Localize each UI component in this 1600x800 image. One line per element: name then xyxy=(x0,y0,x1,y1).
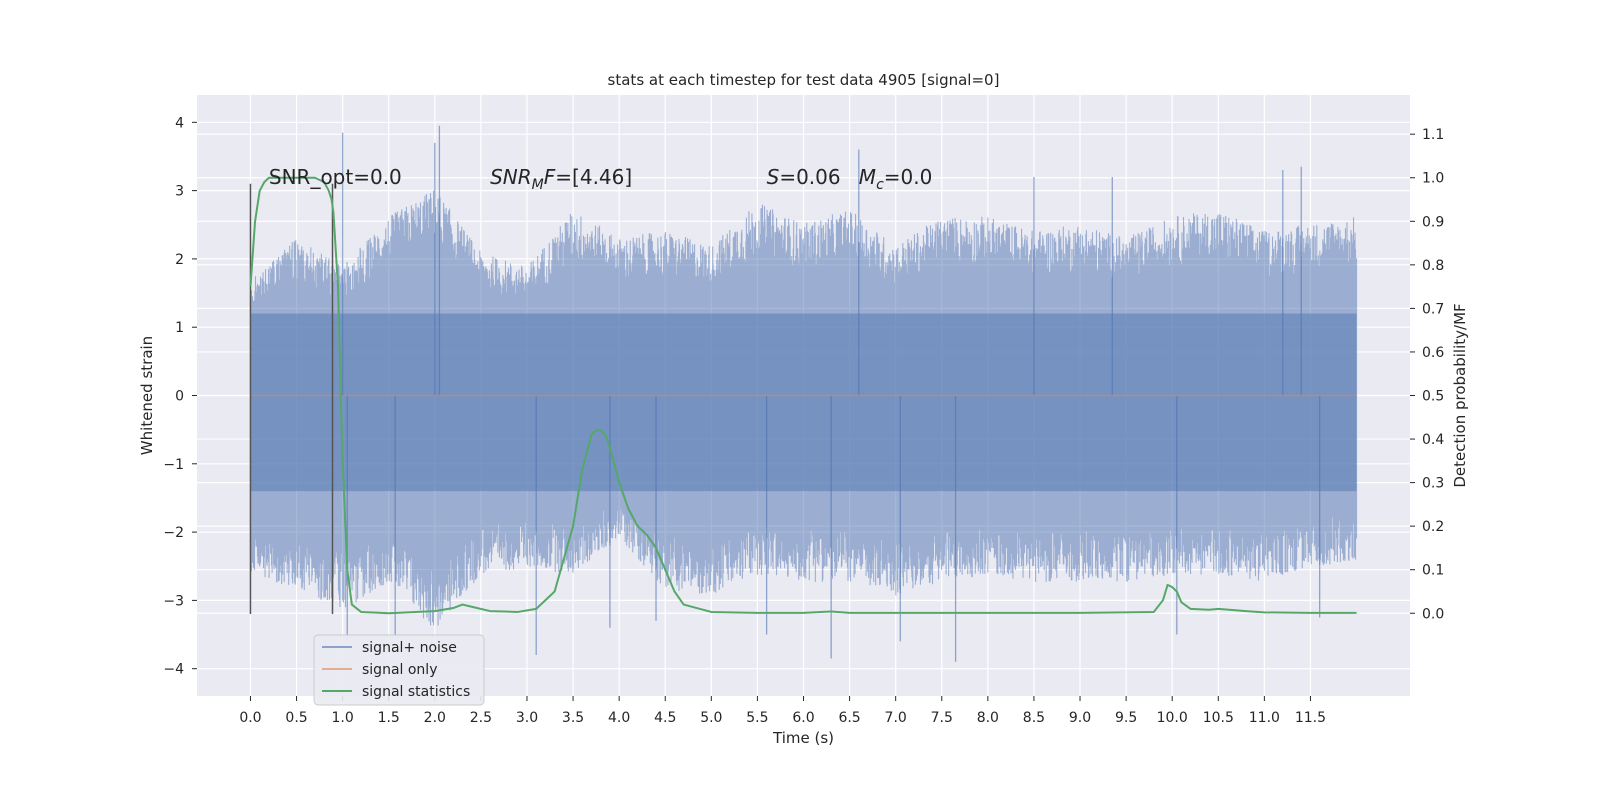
legend-box xyxy=(313,634,485,706)
y2-tick-label: 0.8 xyxy=(1422,258,1444,274)
y-tick-label: 3 xyxy=(175,184,184,200)
noise-core-band xyxy=(250,313,1357,492)
y2-tick-label: 1.0 xyxy=(1422,171,1444,187)
x-tick-label: 7.5 xyxy=(931,710,953,726)
x-tick-label: 5.5 xyxy=(746,710,768,726)
legend: signal+ noise signal only signal statistic… xyxy=(313,634,485,706)
y2-tick-label: 0.1 xyxy=(1422,563,1444,579)
y2-tick-label: 0.5 xyxy=(1422,389,1444,405)
y2-tick-label: 0.4 xyxy=(1422,432,1444,448)
y-axis-label: Whitened strain xyxy=(138,336,156,455)
y-tick-label: 1 xyxy=(175,320,184,336)
x-tick-label: 3.0 xyxy=(516,710,538,726)
signal-noise-series xyxy=(249,125,1358,662)
x-tick-label: 6.0 xyxy=(792,710,814,726)
x-tick-label: 11.0 xyxy=(1249,710,1280,726)
y-tick-label: −4 xyxy=(163,662,184,678)
legend-label: signal only xyxy=(362,662,437,678)
y2-tick-label: 0.9 xyxy=(1422,214,1444,230)
legend-label: signal+ noise xyxy=(362,640,457,656)
x-tick-label: 9.0 xyxy=(1069,710,1091,726)
snr-mf-annotation: SNRMF=[4.46] xyxy=(490,165,632,193)
x-tick-label: 10.5 xyxy=(1203,710,1234,726)
x-tick-label: 8.0 xyxy=(977,710,999,726)
x-tick-label: 0.5 xyxy=(285,710,307,726)
signal-statistics-series xyxy=(249,176,1357,615)
annotations: SNR_opt=0.0 SNRMF=[4.46] S=0.06 Mc=0.0 xyxy=(269,165,932,193)
x-tick-label: 0.0 xyxy=(239,710,261,726)
y2-tick-label: 0.6 xyxy=(1422,345,1444,361)
y2-tick-label: 0.7 xyxy=(1422,301,1444,317)
x-tick-label: 5.0 xyxy=(700,710,722,726)
axis-ticks: 0.0 0.5 1.0 1.5 2.0 2.5 3.0 3.5 4.0 4.5 5.0 5.5 6.0 6… xyxy=(163,115,1444,726)
y2-axis-label: Detection probability/MF xyxy=(1451,303,1469,487)
y-tick-label: 4 xyxy=(175,115,184,131)
signal-statistics-line xyxy=(249,176,1357,615)
y-tick-label: −3 xyxy=(163,593,184,609)
s-annotation: S=0.06 xyxy=(767,165,841,189)
y-tick-label: 0 xyxy=(175,389,184,405)
event-markers xyxy=(249,183,334,615)
snr-opt-annotation: SNR_opt=0.0 xyxy=(269,165,402,189)
x-tick-label: 8.5 xyxy=(1023,710,1045,726)
x-tick-label: 3.5 xyxy=(562,710,584,726)
x-tick-label: 4.5 xyxy=(654,710,676,726)
mc-annotation: Mc=0.0 xyxy=(859,165,933,193)
y-tick-label: −1 xyxy=(163,457,184,473)
x-tick-label: 4.0 xyxy=(608,710,630,726)
x-tick-label: 1.5 xyxy=(378,710,400,726)
y2-tick-label: 0.0 xyxy=(1422,606,1444,622)
y2-tick-label: 1.1 xyxy=(1422,127,1444,143)
legend-label: signal statistics xyxy=(362,684,470,700)
x-tick-label: 9.5 xyxy=(1115,710,1137,726)
y2-tick-label: 0.3 xyxy=(1422,476,1444,492)
x-tick-label: 11.5 xyxy=(1295,710,1326,726)
x-tick-label: 10.0 xyxy=(1157,710,1188,726)
x-tick-label: 6.5 xyxy=(838,710,860,726)
x-tick-label: 7.0 xyxy=(885,710,907,726)
x-tick-label: 1.0 xyxy=(332,710,354,726)
y-tick-label: −2 xyxy=(163,525,184,541)
x-axis-label: Time (s) xyxy=(772,729,834,747)
y2-tick-label: 0.2 xyxy=(1422,519,1444,535)
chart-title: stats at each timestep for test data 490… xyxy=(608,71,1000,89)
x-tick-label: 2.5 xyxy=(470,710,492,726)
y-tick-label: 2 xyxy=(175,252,184,268)
x-tick-label: 2.0 xyxy=(424,710,446,726)
